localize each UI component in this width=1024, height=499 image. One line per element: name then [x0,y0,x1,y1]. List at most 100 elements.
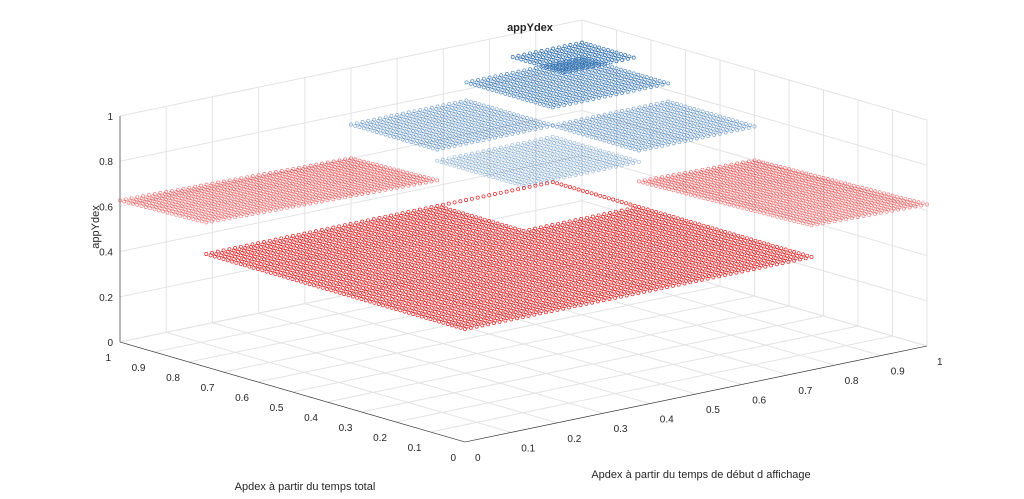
data-point [589,134,594,139]
data-point [461,166,466,171]
data-point [499,177,504,182]
data-point [561,175,566,180]
data-point [387,133,392,138]
data-point [637,148,641,153]
data-point [510,55,515,59]
data-point [508,180,513,185]
data-point [370,128,375,133]
data-point [486,86,491,91]
data-point [549,66,554,71]
data-point [469,196,474,201]
data-point [503,91,508,96]
data-point [602,167,607,171]
data-point [539,137,544,142]
data-point [562,103,567,107]
data-point [524,97,529,102]
data-point [517,182,522,187]
data-point [446,201,451,206]
data-point [383,132,388,137]
data-point [545,181,549,186]
data-points [118,40,929,331]
data-point [694,136,699,141]
data-point [439,160,444,165]
data-point [596,95,601,100]
data-point [515,56,519,61]
y-axis-line [464,345,928,443]
data-point [510,131,515,136]
data-point [624,201,629,206]
data-point [572,129,577,134]
data-point [464,80,469,85]
data-point [631,55,636,60]
data-point [598,193,603,198]
data-point [539,125,544,130]
data-point [606,196,611,201]
data-point [637,87,642,92]
data-point [481,85,486,90]
data-point [706,134,711,139]
data-point [495,176,500,181]
data-point [563,127,568,132]
data-point [521,183,526,188]
data-point [550,180,555,184]
data-point [516,187,521,192]
data-point [643,86,648,91]
data-point [507,92,512,97]
data-point [628,202,633,207]
data-point [558,68,563,73]
data-point [477,84,482,89]
data-point [435,178,440,183]
data-point [660,82,665,87]
data-point [549,137,554,142]
data-point [544,179,549,183]
data-point [392,135,397,139]
data-point [624,144,629,149]
data-point [591,64,596,68]
data-point [591,97,596,101]
data-point [602,195,607,199]
data-point [504,189,509,194]
data-point [579,99,584,104]
data-point [498,190,503,195]
data-point [625,89,630,94]
data-point [606,139,611,144]
data-point [555,124,560,129]
data-point [430,146,435,151]
data-point [752,124,757,129]
data-point [527,128,532,133]
data-point [585,190,590,194]
data-point [585,98,590,103]
data-point [533,127,538,132]
back-wall-gridline [581,64,928,166]
data-point [490,87,495,92]
data-point [632,147,637,152]
data-point [435,158,440,163]
data-point [559,126,564,130]
data-point [556,176,561,181]
data-point [611,197,616,202]
data-point [413,141,418,146]
data-point [614,92,619,97]
data-point [349,122,353,127]
data-point [504,133,509,138]
data-point [614,59,619,64]
data-point [602,94,607,99]
data-point [520,96,525,101]
floor-gridline [212,322,558,424]
data-point [481,194,486,199]
x-axis-line [119,341,466,443]
data-point [546,104,551,109]
data-point [494,89,499,94]
data-point [619,200,624,204]
data-point [579,66,584,71]
data-point [446,145,451,150]
data-point [559,137,564,142]
data-point [475,195,480,200]
data-point [469,140,474,145]
data-point [567,174,572,179]
data-point [533,100,538,105]
data-point [555,136,560,141]
data-point [493,192,497,196]
data-point [458,199,463,204]
data-point [357,125,362,129]
